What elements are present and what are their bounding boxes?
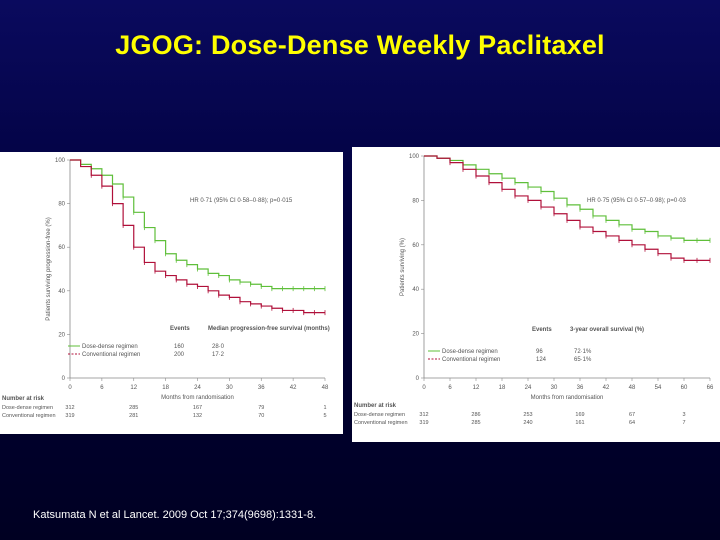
- at-risk-value: 240: [523, 420, 532, 426]
- y-tick-label: 80: [412, 198, 419, 204]
- x-tick-label: 48: [629, 385, 636, 391]
- survival-value: 72·1%: [574, 349, 592, 355]
- at-risk-value: 70: [258, 413, 264, 419]
- events-value: 160: [174, 344, 185, 350]
- legend-label: Conventional regimen: [82, 352, 140, 358]
- conventional-curve: [70, 159, 325, 314]
- at-risk-value: 169: [575, 412, 584, 418]
- at-risk-value: 161: [575, 420, 584, 426]
- y-tick-label: 60: [58, 245, 65, 251]
- number-at-risk-title: Number at risk: [2, 396, 45, 402]
- conventional-curve: [424, 155, 710, 261]
- table-header-survival: 3-year overall survival (%): [570, 327, 644, 333]
- y-tick-label: 20: [412, 332, 419, 338]
- x-tick-label: 36: [577, 385, 584, 391]
- survival-value: 28·0: [212, 344, 225, 350]
- events-value: 200: [174, 352, 185, 358]
- x-tick-label: 60: [681, 385, 688, 391]
- at-risk-value: 5: [323, 413, 326, 419]
- x-tick-label: 30: [226, 385, 233, 391]
- x-tick-label: 0: [68, 385, 72, 391]
- x-tick-label: 48: [322, 385, 329, 391]
- x-tick-label: 24: [525, 385, 532, 391]
- events-value: 96: [536, 349, 543, 355]
- at-risk-value: 79: [258, 405, 264, 411]
- x-axis-label: Months from randomisation: [161, 395, 234, 401]
- y-tick-label: 20: [58, 332, 65, 338]
- at-risk-value: 312: [419, 412, 428, 418]
- hazard-ratio-text: HR 0·71 (95% CI 0·58–0·88); p=0·015: [190, 198, 293, 204]
- at-risk-value: 286: [471, 412, 480, 418]
- y-tick-label: 40: [58, 289, 65, 295]
- y-tick-label: 80: [58, 202, 65, 208]
- table-header-events: Events: [532, 327, 552, 333]
- x-tick-label: 42: [603, 385, 610, 391]
- legend-label: Dose-dense regimen: [82, 344, 138, 350]
- at-risk-value: 64: [629, 420, 635, 426]
- citation: Katsumata N et al Lancet. 2009 Oct 17;37…: [33, 509, 317, 521]
- table-header-survival: Median progression-free survival (months…: [208, 326, 330, 332]
- at-risk-value: 7: [682, 420, 685, 426]
- y-tick-label: 100: [55, 158, 66, 164]
- hazard-ratio-text: HR 0·75 (95% CI 0·57–0·98); p=0·03: [587, 198, 687, 204]
- at-risk-value: 67: [629, 412, 635, 418]
- at-risk-value: 1: [323, 405, 326, 411]
- at-risk-value: 132: [193, 413, 202, 419]
- x-tick-label: 12: [473, 385, 480, 391]
- x-tick-label: 18: [499, 385, 506, 391]
- at-risk-value: 319: [419, 420, 428, 426]
- legend-label: Dose-dense regimen: [442, 349, 498, 355]
- y-tick-label: 0: [416, 376, 420, 382]
- x-tick-label: 6: [448, 385, 452, 391]
- os-chart-panel: 0 20 40 60 80 100 0 6 12 18 24 30 36 42 48 54 60 66 Months…: [352, 147, 720, 442]
- number-at-risk-title: Number at risk: [354, 403, 397, 409]
- at-risk-value: 285: [129, 405, 138, 411]
- at-risk-value: 285: [471, 420, 480, 426]
- y-tick-label: 40: [412, 287, 419, 293]
- at-risk-value: 281: [129, 413, 138, 419]
- events-value: 124: [536, 357, 547, 363]
- at-risk-row-label: Conventional regimen: [354, 420, 408, 426]
- at-risk-value: 312: [65, 405, 74, 411]
- at-risk-row-label: Dose-dense regimen: [354, 412, 405, 418]
- x-tick-label: 0: [422, 385, 426, 391]
- at-risk-value: 319: [65, 413, 74, 419]
- y-tick-label: 100: [409, 154, 420, 160]
- at-risk-value: 3: [682, 412, 685, 418]
- y-tick-label: 0: [62, 376, 66, 382]
- at-risk-row-label: Dose-dense regimen: [2, 405, 53, 411]
- pfs-chart-panel: 0 20 40 60 80 100 0 6 12 18 24 30 36 42 48 Months from …: [0, 152, 343, 434]
- x-tick-label: 18: [162, 385, 169, 391]
- x-tick-label: 42: [290, 385, 297, 391]
- x-tick-label: 54: [655, 385, 662, 391]
- pfs-kaplan-meier-chart: 0 20 40 60 80 100 0 6 12 18 24 30 36 42 48 Months from …: [2, 158, 330, 419]
- x-tick-label: 6: [100, 385, 104, 391]
- y-tick-label: 60: [412, 243, 419, 249]
- os-kaplan-meier-chart: 0 20 40 60 80 100 0 6 12 18 24 30 36 42 48 54 60 66 Months…: [354, 154, 714, 426]
- dose-dense-curve: [424, 155, 710, 241]
- y-axis-label: Patients surviving (%): [400, 238, 406, 296]
- x-tick-label: 24: [194, 385, 201, 391]
- x-tick-label: 36: [258, 385, 265, 391]
- legend-label: Conventional regimen: [442, 357, 500, 363]
- at-risk-value: 253: [523, 412, 532, 418]
- y-axis-label: Patients surviving progression-free (%): [46, 217, 52, 320]
- at-risk-row-label: Conventional regimen: [2, 413, 56, 419]
- slide-title: JGOG: Dose-Dense Weekly Paclitaxel: [115, 30, 605, 60]
- survival-value: 65·1%: [574, 357, 592, 363]
- x-axis-label: Months from randomisation: [531, 395, 604, 401]
- table-header-events: Events: [170, 326, 190, 332]
- x-tick-label: 12: [130, 385, 137, 391]
- survival-value: 17·2: [212, 352, 225, 358]
- x-tick-label: 30: [551, 385, 558, 391]
- x-tick-label: 66: [707, 385, 714, 391]
- at-risk-value: 167: [193, 405, 202, 411]
